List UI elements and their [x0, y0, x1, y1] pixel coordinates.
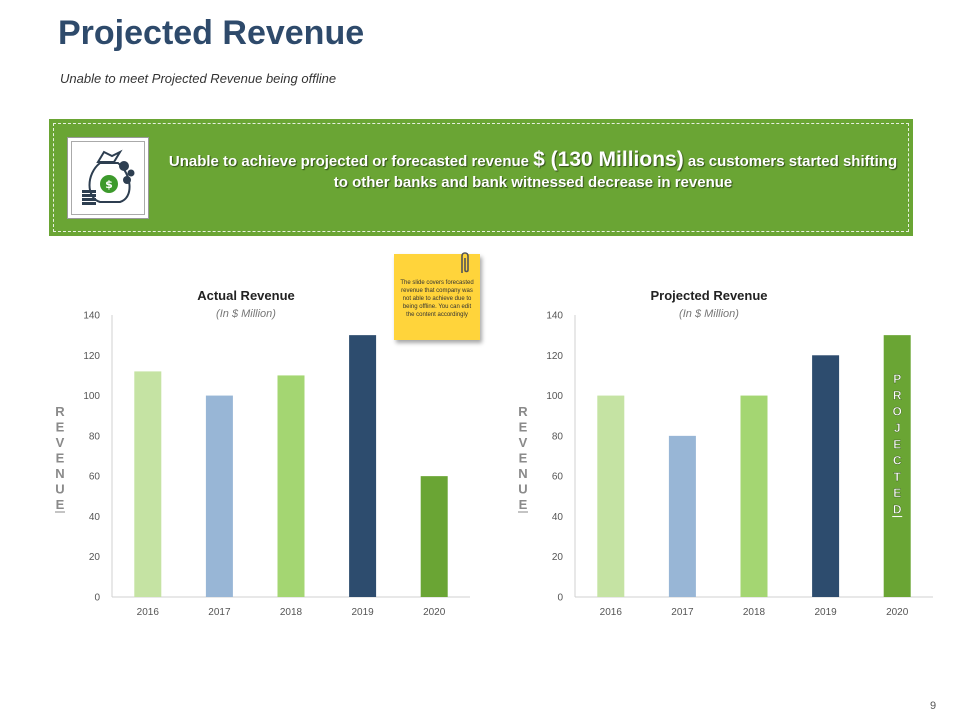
chart1-ytick-label: 60 — [552, 472, 564, 483]
banner-text-after: as customers started shifting to other b… — [333, 153, 898, 191]
page-title: Projected Revenue — [58, 14, 365, 52]
chart1-bar-2020 — [883, 335, 911, 597]
chart0-ylabel-letter: E — [56, 451, 65, 466]
chart1-xtick-label: 2016 — [600, 607, 623, 618]
chart1-bar-label-letter: D — [893, 503, 902, 517]
actual-revenue-chart-svg: Actual Revenue (In $ Million) 0 20 40 60 80 100… — [55, 288, 470, 618]
chart1-ylabel-letter: E — [519, 497, 528, 512]
chart1-xtick-label: 2020 — [886, 607, 909, 618]
chart0-xtick-label: 2017 — [208, 607, 231, 618]
chart0-bar-2020 — [420, 476, 448, 597]
chart1-bar-2017 — [668, 435, 696, 597]
chart0-bar-2019 — [349, 335, 377, 597]
actual-revenue-chart: Actual Revenue (In $ Million) 0 20 40 60 80 100… — [50, 282, 470, 622]
chart1-bar-2016 — [597, 395, 625, 597]
banner-icon-frame: $ — [67, 137, 149, 219]
chart1-bar-label-letter: J — [894, 421, 901, 435]
page-subtitle: Unable to meet Projected Revenue being o… — [60, 71, 337, 86]
chart0-ytick-label: 120 — [83, 351, 100, 362]
chart1-ytick-label: 80 — [552, 431, 564, 442]
chart1-ytick-label: 100 — [546, 391, 563, 402]
chart0-title: Actual Revenue — [197, 288, 295, 303]
chart1-ytick-label: 0 — [557, 593, 563, 604]
chart1-bar-2018 — [740, 395, 768, 597]
chart0-xtick-label: 2016 — [137, 607, 160, 618]
chart1-ylabel-letter: E — [519, 451, 528, 466]
chart0-ylabel-letter: E — [56, 420, 65, 435]
svg-text:$: $ — [105, 178, 113, 191]
chart0-ytick-label: 0 — [94, 593, 100, 604]
chart1-ylabel-letter: U — [518, 482, 527, 497]
chart1-ytick-label: 120 — [546, 351, 563, 362]
chart0-bar-2016 — [134, 371, 162, 597]
banner-highlight-amount: $ (130 Millions) — [533, 148, 684, 171]
chart1-subtitle: (In $ Million) — [679, 308, 739, 320]
sticky-note-text: The slide covers forecasted revenue that… — [400, 280, 474, 318]
chart0-ylabel-letter: U — [55, 482, 64, 497]
chart1-ylabel-letter: E — [519, 420, 528, 435]
chart1-bar-label-letter: P — [893, 372, 901, 386]
chart1-bar-2019 — [812, 355, 840, 597]
chart1-ylabel-letter: R — [518, 404, 528, 419]
projected-revenue-chart-svg: Projected Revenue (In $ Million) 0 20 40 60 80… — [518, 288, 933, 618]
chart0-ytick-label: 140 — [83, 311, 100, 322]
chart0-xtick-label: 2018 — [280, 607, 303, 618]
chart1-xtick-label: 2017 — [671, 607, 694, 618]
chart0-ytick-label: 40 — [89, 512, 101, 523]
chart1-bar-label-letter: O — [893, 405, 902, 419]
chart1-xtick-label: 2018 — [743, 607, 766, 618]
chart0-subtitle: (In $ Million) — [216, 308, 276, 320]
chart0-ytick-label: 20 — [89, 552, 101, 563]
chart1-ylabel-letter: N — [518, 466, 527, 481]
chart0-xtick-label: 2020 — [423, 607, 446, 618]
page-number: 9 — [930, 700, 937, 712]
chart1-title: Projected Revenue — [650, 288, 767, 303]
chart1-bar-label-letter: E — [893, 437, 901, 451]
chart1-xtick-label: 2019 — [814, 607, 837, 618]
info-banner: $ Unable to achieve projected or forecas… — [49, 119, 913, 236]
chart1-ylabel-letter: V — [519, 435, 528, 450]
chart0-bar-2018 — [277, 375, 305, 597]
chart1-bar-label-letter: T — [894, 470, 902, 484]
chart1-bar-label-letter: R — [893, 388, 902, 402]
chart0-ytick-label: 60 — [89, 472, 101, 483]
chart1-ytick-label: 140 — [546, 311, 563, 322]
chart1-ytick-label: 20 — [552, 552, 564, 563]
banner-text-before: Unable to achieve projected or forecaste… — [168, 153, 534, 170]
chart0-ylabel-letter: R — [55, 404, 65, 419]
chart0-xtick-label: 2019 — [351, 607, 374, 618]
projected-revenue-chart: Projected Revenue (In $ Million) 0 20 40 60 80… — [513, 282, 933, 622]
paperclip-icon — [461, 252, 469, 273]
banner-message: Unable to achieve projected or forecaste… — [167, 149, 899, 193]
chart0-ylabel-letter: V — [56, 435, 65, 450]
chart0-ylabel-letter: E — [56, 497, 65, 512]
chart0-ytick-label: 80 — [89, 431, 101, 442]
money-bag-icon: $ — [82, 149, 135, 205]
banner-dashed-border — [53, 123, 909, 232]
chart1-bar-label-letter: C — [893, 454, 902, 468]
chart0-ylabel-letter: N — [55, 466, 64, 481]
chart0-ytick-label: 100 — [83, 391, 100, 402]
chart0-bar-2017 — [205, 395, 233, 597]
chart1-bar-label-letter: E — [893, 486, 901, 500]
chart1-ytick-label: 40 — [552, 512, 564, 523]
